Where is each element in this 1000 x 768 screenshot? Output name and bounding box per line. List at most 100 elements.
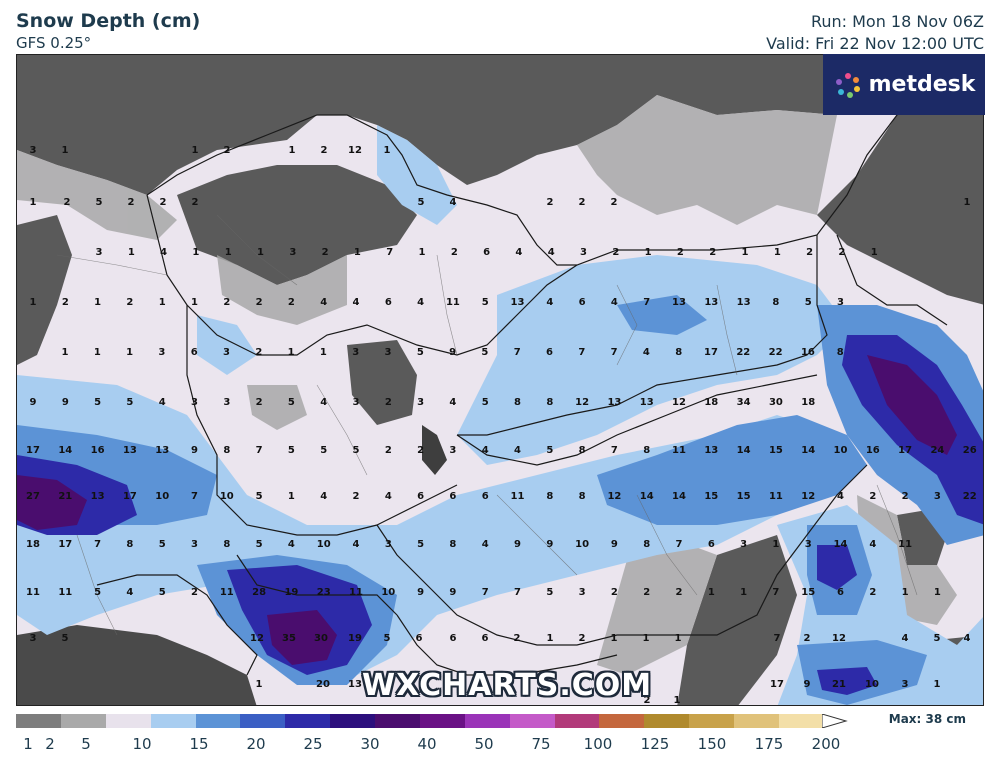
snow-depth-value: 12 (607, 491, 621, 502)
snow-depth-value: 8 (223, 445, 230, 456)
snow-depth-value: 14 (58, 445, 72, 456)
snow-depth-value: 7 (94, 539, 101, 550)
snow-depth-value: 6 (417, 491, 424, 502)
snow-depth-value: 4 (902, 633, 909, 644)
snow-depth-value: 12 (832, 633, 846, 644)
snow-depth-value: 3 (934, 491, 941, 502)
snow-depth-value: 1 (257, 247, 264, 258)
snow-depth-value: 1 (708, 587, 715, 598)
snow-depth-value: 1 (547, 633, 554, 644)
snow-depth-value: 4 (482, 539, 489, 550)
snow-depth-value: 2 (417, 445, 424, 456)
snow-depth-value: 13 (91, 491, 105, 502)
snow-depth-value: 2 (804, 633, 811, 644)
snow-depth-value: 1 (289, 145, 296, 156)
snow-depth-value: 3 (223, 397, 230, 408)
snow-depth-value: 13 (511, 297, 525, 308)
snow-depth-value: 1 (225, 247, 232, 258)
legend-tick-label: 100 (583, 735, 613, 753)
snow-depth-value: 22 (963, 491, 977, 502)
snow-depth-value: 7 (676, 539, 683, 550)
snow-depth-value: 5 (62, 633, 69, 644)
snow-depth-value: 5 (288, 445, 295, 456)
snow-depth-value: 5 (934, 633, 941, 644)
snow-depth-value: 10 (317, 539, 331, 550)
snow-depth-value: 10 (575, 539, 589, 550)
snow-depth-value: 8 (579, 445, 586, 456)
snow-depth-value: 1 (419, 247, 426, 258)
snow-depth-value: 2 (611, 587, 618, 598)
snow-depth-value: 3 (740, 539, 747, 550)
snow-depth-value: 7 (774, 633, 781, 644)
snow-depth-value: 35 (282, 633, 296, 644)
snow-depth-value: 13 (704, 445, 718, 456)
snow-depth-value: 6 (483, 247, 490, 258)
snow-depth-value: 5 (482, 397, 489, 408)
snow-depth-value: 12 (348, 145, 362, 156)
snow-depth-value: 1 (354, 247, 361, 258)
snow-depth-value: 10 (865, 679, 879, 690)
snow-depth-value: 3 (30, 633, 37, 644)
legend-swatch (60, 714, 106, 728)
snow-depth-value: 12 (672, 397, 686, 408)
snow-depth-value: 9 (30, 397, 37, 408)
snow-depth-value: 1 (384, 145, 391, 156)
snow-depth-value: 5 (94, 587, 101, 598)
snow-depth-value: 2 (322, 247, 329, 258)
snow-depth-value: 4 (417, 297, 424, 308)
snow-depth-value: 4 (159, 397, 166, 408)
snow-depth-value: 7 (191, 491, 198, 502)
snow-depth-value: 2 (288, 297, 295, 308)
snow-depth-value: 6 (450, 633, 457, 644)
snow-depth-value: 1 (740, 587, 747, 598)
snow-depth-value: 2 (223, 297, 230, 308)
snow-depth-value: 3 (805, 539, 812, 550)
snow-depth-value: 1 (772, 539, 779, 550)
legend-swatch (734, 714, 779, 728)
snow-depth-value: 12 (575, 397, 589, 408)
snow-depth-value: 18 (801, 397, 815, 408)
valid-time: Valid: Fri 22 Nov 12:00 UTC (766, 34, 984, 53)
snow-depth-value: 13 (123, 445, 137, 456)
legend-tick-label: 15 (189, 735, 209, 753)
snow-depth-value: 8 (546, 397, 553, 408)
snow-depth-value: 17 (704, 347, 718, 358)
snow-depth-value: 3 (417, 397, 424, 408)
snow-depth-value: 3 (191, 397, 198, 408)
snow-depth-value: 1 (675, 633, 682, 644)
legend-color-bar (16, 714, 824, 728)
legend-tick-label: 30 (360, 735, 380, 753)
snow-depth-value: 17 (26, 445, 40, 456)
snow-depth-value: 11 (446, 297, 460, 308)
snow-depth-value: 13 (348, 679, 362, 690)
snow-depth-value: 5 (418, 197, 425, 208)
snow-depth-value: 5 (353, 445, 360, 456)
legend-swatch (375, 714, 420, 728)
legend-arrow-icon (822, 714, 848, 728)
legend-swatch (16, 714, 61, 728)
snow-depth-value: 7 (386, 247, 393, 258)
snow-depth-map[interactable]: 3 1 1 2 1 2 12 1 1 2 5 2 2 2 5 4 2 2 2 1 3 1 4 1 1 1 3 2 1 7 1 2 6 4 4 3 2 1 2… (16, 54, 984, 706)
snow-depth-value: 4 (320, 491, 327, 502)
snow-depth-value: 6 (482, 491, 489, 502)
snow-depth-value: 8 (449, 539, 456, 550)
snow-depth-value: 5 (384, 633, 391, 644)
snow-depth-value: 5 (805, 297, 812, 308)
snow-depth-value: 7 (482, 587, 489, 598)
snow-depth-value: 2 (126, 297, 133, 308)
snow-depth-value: 3 (223, 347, 230, 358)
legend-swatch (330, 714, 375, 728)
snow-depth-value: 3 (30, 145, 37, 156)
snow-depth-value: 7 (578, 347, 585, 358)
snow-depth-value: 4 (964, 633, 971, 644)
snow-depth-value: 19 (348, 633, 362, 644)
snow-depth-value: 2 (869, 491, 876, 502)
snow-depth-value: 2 (224, 145, 231, 156)
snow-depth-value: 2 (902, 491, 909, 502)
snow-depth-value: 6 (546, 347, 553, 358)
snow-depth-value: 3 (352, 347, 359, 358)
snow-depth-value: 3 (837, 297, 844, 308)
snow-depth-value: 17 (770, 679, 784, 690)
snow-depth-value: 4 (320, 397, 327, 408)
snow-value-labels: 3 1 1 2 1 2 12 11 2 5 2 2 2 5 4 2 2 2 13 1 4 1 1 1 3 2 1 7 1 2 6 4 4 3 2 1 2… (26, 145, 977, 705)
